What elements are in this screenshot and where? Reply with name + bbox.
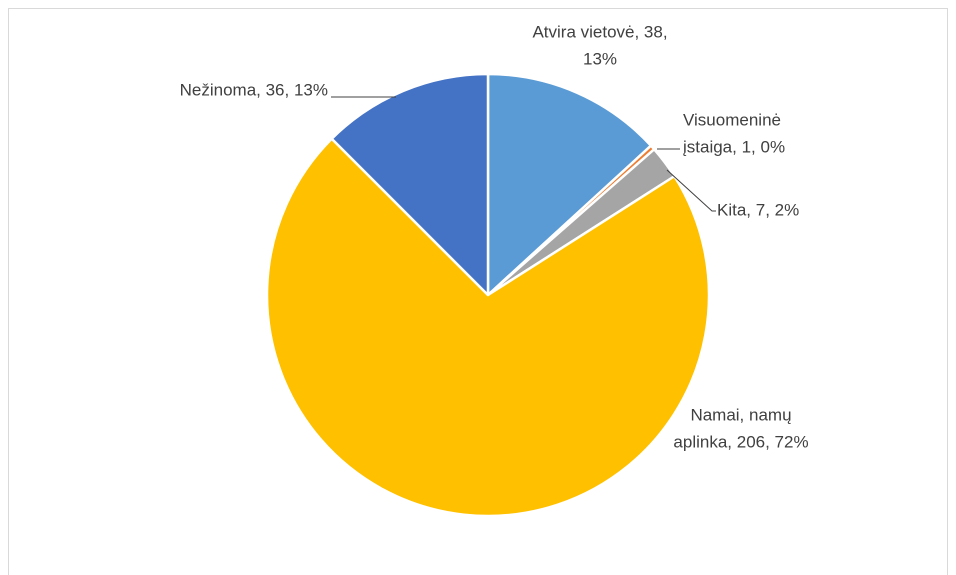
data-label: Visuomeninė xyxy=(683,110,781,129)
pie-slice xyxy=(486,72,653,297)
data-labels: Atvira vietovė, 38, 13% Visuomeninė įstaiga… xyxy=(180,22,809,451)
data-label: įstaiga, 1, 0% xyxy=(683,137,785,156)
data-label: 13% xyxy=(583,49,617,68)
data-label: Namai, namų xyxy=(690,405,791,424)
data-label: aplinka, 206, 72% xyxy=(673,432,808,451)
data-label: Kita, 7, 2% xyxy=(717,200,799,219)
pie xyxy=(265,72,711,518)
data-label: Atvira vietovė, 38, xyxy=(532,22,667,41)
pie-slice xyxy=(265,137,711,518)
leader-line xyxy=(666,169,716,212)
data-label: Nežinoma, 36, 13% xyxy=(180,80,328,99)
pie-slice xyxy=(330,72,490,297)
